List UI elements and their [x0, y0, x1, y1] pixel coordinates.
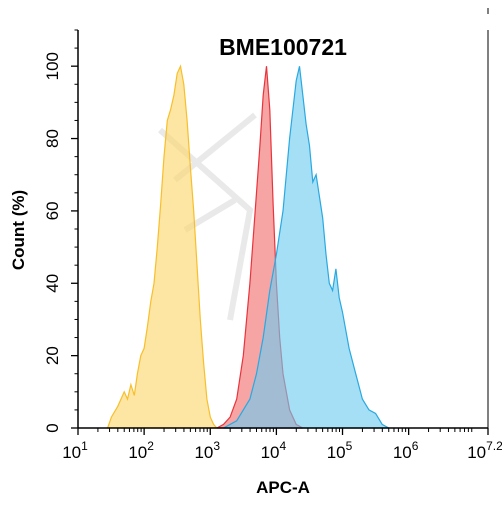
- y-tick-label: 80: [43, 129, 62, 148]
- y-tick-label: 20: [43, 346, 62, 365]
- x-tick-label: 103: [194, 439, 220, 462]
- x-tick-label: 105: [327, 439, 353, 462]
- series-layer: [106, 64, 390, 429]
- x-tick-label: 101: [62, 439, 88, 462]
- histogram-series-3: [223, 66, 390, 429]
- x-axis-label: APC-A: [256, 478, 310, 497]
- y-axis-label: Count (%): [9, 190, 28, 270]
- x-tick-label: 106: [393, 439, 419, 462]
- x-axis-ticks: 101 102 103 104 105 106 107.2: [62, 428, 502, 462]
- y-axis-ticks: 0 20 40 60 80 100: [43, 29, 78, 433]
- y-tick-label: 0: [43, 423, 62, 432]
- x-tick-label: 102: [128, 439, 154, 462]
- y-tick-label: 60: [43, 201, 62, 220]
- y-tick-label: 100: [43, 52, 62, 80]
- x-tick-label: 104: [261, 439, 287, 462]
- chart-title: BME100721: [219, 34, 347, 60]
- histogram-series-1: [106, 64, 219, 429]
- y-tick-label: 40: [43, 274, 62, 293]
- x-tick-label: 107.2: [467, 439, 502, 462]
